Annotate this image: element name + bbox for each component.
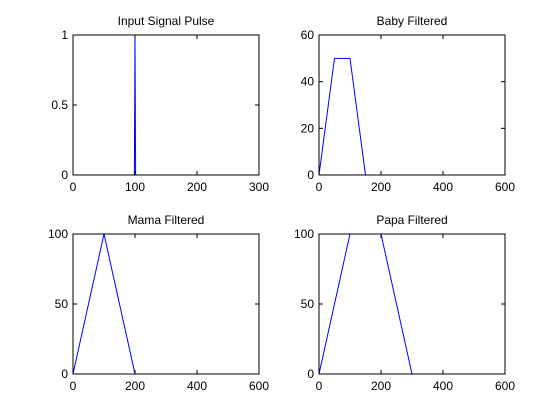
axes-box	[72, 233, 260, 375]
y-tick-label: 100	[48, 227, 68, 241]
x-tick-label: 200	[187, 180, 207, 194]
x-tick-label: 0	[316, 180, 323, 194]
y-tick-label: 0	[61, 367, 68, 381]
y-tick-label: 60	[301, 28, 315, 42]
x-tick-label: 0	[70, 379, 77, 393]
y-tick-label: 0	[307, 168, 314, 182]
subplot-title: Baby Filtered	[377, 14, 448, 28]
axes-box	[318, 34, 506, 176]
y-tick-label: 50	[55, 297, 69, 311]
subplot-3: Mama Filtered 0 200 400 600 0 50 100	[48, 213, 269, 393]
series-line	[73, 34, 259, 176]
series-line	[318, 233, 413, 375]
x-tick-label: 200	[125, 379, 145, 393]
series-line	[72, 233, 136, 375]
x-tick-label: 600	[495, 180, 515, 194]
x-tick-label: 0	[316, 379, 323, 393]
y-tick-label: 100	[294, 227, 314, 241]
y-tick-label: 20	[301, 121, 315, 135]
axes-box	[72, 34, 260, 176]
x-tick-label: 0	[70, 180, 77, 194]
y-tick-label: 0	[61, 168, 68, 182]
x-tick-label: 600	[495, 379, 515, 393]
subplot-title: Input Signal Pulse	[118, 14, 215, 28]
y-tick-label: 0	[307, 367, 314, 381]
subplot-2: Baby Filtered 0 200 400 600 0 20 40 60	[301, 14, 516, 194]
subplot-4: Papa Filtered 0 200 400 600 0 50 100	[294, 213, 515, 393]
x-tick-label: 200	[371, 379, 391, 393]
x-tick-label: 400	[433, 379, 453, 393]
x-tick-label: 400	[187, 379, 207, 393]
subplot-title: Papa Filtered	[376, 213, 447, 227]
x-tick-label: 600	[249, 379, 269, 393]
y-tick-label: 1	[61, 28, 68, 42]
y-tick-label: 40	[301, 75, 315, 89]
x-tick-label: 100	[125, 180, 145, 194]
series-line	[318, 57, 366, 176]
x-tick-label: 200	[371, 180, 391, 194]
x-tick-label: 300	[249, 180, 269, 194]
subplot-1: Input Signal Pulse 0 100 200 300 0 0.5 1	[51, 14, 269, 194]
x-tick-label: 400	[433, 180, 453, 194]
y-tick-label: 50	[301, 297, 315, 311]
y-tick-label: 0.5	[51, 98, 68, 112]
subplot-title: Mama Filtered	[128, 213, 205, 227]
axes-box	[318, 233, 506, 375]
